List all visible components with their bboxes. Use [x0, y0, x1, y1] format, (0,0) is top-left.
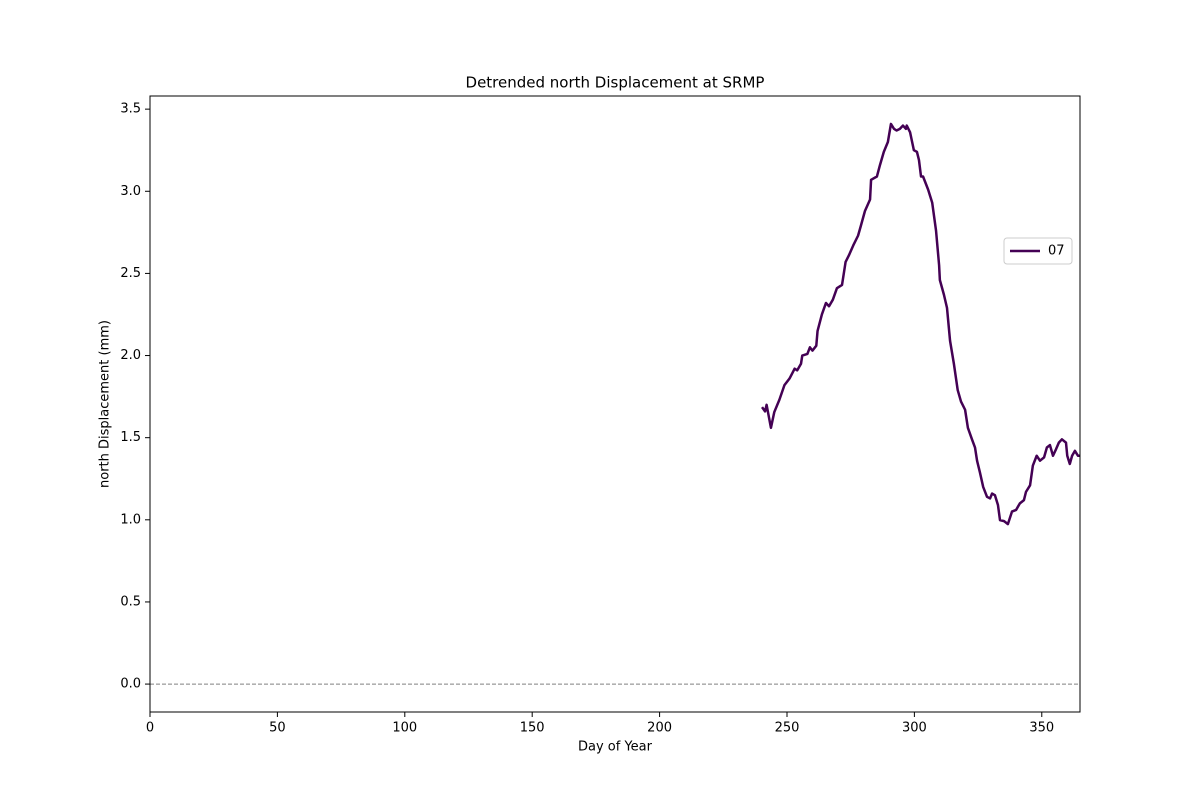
x-tick-label: 250	[775, 721, 800, 736]
y-tick-label: 0.0	[120, 677, 141, 692]
legend: 07	[1003, 237, 1073, 265]
plot-frame	[149, 95, 1081, 713]
x-tick-label: 350	[1029, 721, 1054, 736]
x-tick-label: 50	[269, 721, 286, 736]
y-tick-label: 2.5	[120, 266, 141, 281]
y-tick-label: 1.5	[120, 430, 141, 445]
x-tick-label: 300	[902, 721, 927, 736]
data-line	[761, 122, 1080, 526]
y-tick-label: 3.0	[120, 184, 141, 199]
y-tick-label: 1.0	[120, 512, 141, 527]
y-tick-label: 2.0	[120, 348, 141, 363]
y-axis-label: north Displacement (mm)	[98, 320, 113, 488]
x-tick-label: 200	[647, 721, 672, 736]
y-tick-label: 0.5	[120, 594, 141, 609]
x-axis-label: Day of Year	[578, 740, 653, 755]
x-tick-label: 150	[520, 721, 545, 736]
chart-title: Detrended north Displacement at SRMP	[466, 74, 765, 92]
y-tick-label: 3.5	[120, 102, 141, 117]
legend-label: 07	[1048, 244, 1065, 259]
x-tick-label: 0	[146, 721, 154, 736]
x-tick-label: 100	[392, 721, 417, 736]
